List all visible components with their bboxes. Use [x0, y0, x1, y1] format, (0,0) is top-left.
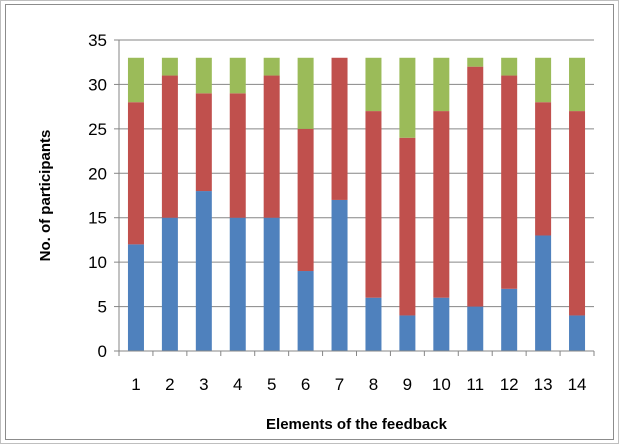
bar-segment	[161, 57, 178, 76]
bar-segment	[331, 199, 348, 351]
bar-segment	[467, 306, 484, 351]
y-tick-label: 15	[88, 209, 107, 228]
y-tick-label: 25	[88, 120, 107, 139]
y-tick-label: 20	[88, 164, 107, 183]
x-tick-label: 14	[568, 375, 587, 394]
bar-segment	[365, 297, 382, 351]
bar-segment	[297, 128, 314, 272]
x-tick-label: 9	[403, 375, 412, 394]
bar-segment	[229, 93, 246, 218]
bar-segment	[399, 57, 416, 138]
bar-segment	[161, 217, 178, 351]
y-tick-labels: 0 5 10 15 20 25 30 35	[88, 31, 107, 361]
bar-segment	[501, 288, 518, 351]
bar-segment	[127, 244, 144, 351]
bar-segment	[501, 75, 518, 289]
x-tick-label: 5	[267, 375, 276, 394]
x-tick-label: 13	[534, 375, 553, 394]
y-axis-title: No. of participants	[37, 130, 54, 262]
x-tick-labels: 1 2 3 4 5 6 7 8 9 10 11 12 13 14	[131, 375, 586, 394]
x-tick-label: 12	[500, 375, 519, 394]
axes	[114, 39, 595, 356]
bar-segment	[569, 57, 586, 112]
bar-segment	[331, 57, 348, 200]
x-tick-label: 10	[432, 375, 451, 394]
bar-segment	[433, 57, 450, 112]
bar-segment	[195, 191, 212, 351]
bar-segment	[535, 57, 552, 103]
y-tick-label: 35	[88, 31, 107, 50]
bar-segment	[399, 315, 416, 351]
bar-segment	[569, 111, 586, 316]
x-tick-label: 7	[335, 375, 344, 394]
bar-segment	[365, 57, 382, 112]
y-tick-label: 30	[88, 75, 107, 94]
bar-segment	[297, 57, 314, 129]
bar-segment	[263, 57, 280, 76]
bar-segment	[161, 75, 178, 218]
bar-segment	[195, 93, 212, 192]
inner-border	[5, 4, 614, 440]
x-tick-label: 1	[131, 375, 140, 394]
bar-segment	[399, 137, 416, 316]
x-tick-label: 6	[301, 375, 310, 394]
bar-segment	[263, 217, 280, 351]
bar-segment	[569, 315, 586, 351]
x-axis-title: Elements of the feedback	[266, 416, 448, 433]
bar-segment	[229, 217, 246, 351]
bar-segment	[229, 57, 246, 94]
y-tick-label: 5	[98, 298, 107, 317]
bar-segment	[433, 297, 450, 351]
y-tick-label: 10	[88, 253, 107, 272]
bar-segment	[535, 102, 552, 236]
x-tick-label: 8	[369, 375, 378, 394]
bar-segment	[297, 271, 314, 351]
bar-segment	[365, 111, 382, 298]
bar-segment	[195, 57, 212, 94]
x-tick-label: 4	[233, 375, 242, 394]
bars	[127, 57, 586, 351]
bar-segment	[127, 57, 144, 103]
bar-segment	[535, 235, 552, 351]
bar-segment	[127, 102, 144, 245]
x-tick-label: 11	[466, 375, 484, 394]
bar-segment	[501, 57, 518, 76]
x-tick-label: 3	[199, 375, 208, 394]
x-tick-label: 2	[165, 375, 174, 394]
bar-segment	[433, 111, 450, 298]
gridlines	[119, 39, 594, 308]
bar-segment	[467, 66, 484, 307]
bar-segment	[467, 57, 484, 67]
bar-segment	[263, 75, 280, 218]
y-tick-label: 0	[98, 342, 107, 361]
